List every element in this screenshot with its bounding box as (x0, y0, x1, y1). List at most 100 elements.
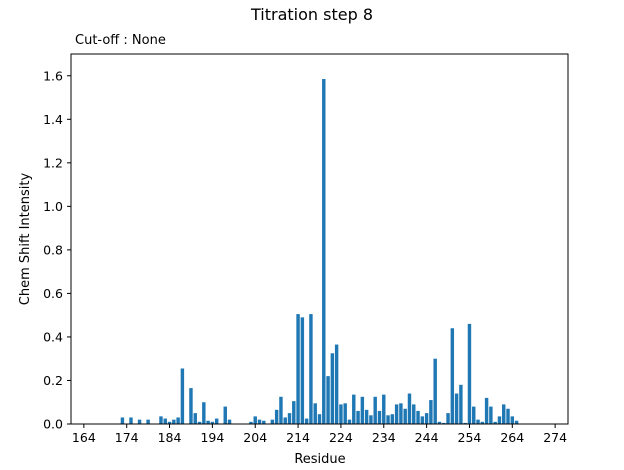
bar-residue-192 (202, 402, 206, 424)
x-tick-label: 194 (200, 430, 224, 445)
bars-group (120, 79, 519, 424)
bar-residue-228 (356, 410, 360, 424)
bar-residue-204 (253, 416, 257, 424)
bar-residue-179 (146, 419, 150, 424)
bar-residue-205 (257, 419, 262, 424)
bar-residue-193 (206, 420, 210, 424)
bar-residue-175 (129, 417, 133, 424)
bar-residue-251 (454, 393, 459, 424)
x-tick-label: 214 (286, 430, 310, 445)
bar-residue-182 (159, 416, 163, 424)
bar-residue-186 (176, 417, 180, 424)
chart-subtitle: Cut-off : None (75, 33, 166, 48)
bar-residue-233 (377, 410, 382, 424)
x-tick-label: 254 (458, 430, 482, 445)
y-tick-label: 1.2 (43, 155, 63, 170)
bar-residue-191 (197, 421, 202, 424)
bar-residue-230 (364, 409, 369, 424)
x-tick-label: 244 (415, 430, 439, 445)
bar-residue-259 (489, 406, 493, 424)
bar-residue-183 (163, 418, 167, 424)
bar-residue-234 (382, 394, 386, 424)
y-tick-label: 1.6 (43, 68, 63, 83)
y-tick-label: 0.2 (43, 373, 63, 388)
bar-residue-245 (429, 400, 433, 424)
bar-residue-238 (399, 403, 403, 424)
x-tick-label: 204 (243, 430, 267, 445)
bar-residue-235 (386, 415, 390, 424)
bar-residue-216 (304, 418, 309, 424)
y-tick-label: 0.6 (43, 286, 63, 301)
bar-residue-222 (330, 353, 335, 424)
x-tick-label: 234 (372, 430, 396, 445)
bar-residue-237 (394, 404, 399, 424)
x-axis-title: Residue (294, 452, 345, 467)
x-tick-label: 184 (158, 430, 182, 445)
bar-residue-225 (343, 403, 347, 424)
bar-residue-213 (292, 401, 296, 424)
bar-residue-242 (416, 410, 420, 424)
bar-residue-220 (322, 79, 326, 424)
bar-residue-258 (484, 397, 489, 424)
bar-residue-189 (189, 388, 193, 424)
x-tick-label: 224 (329, 430, 353, 445)
bar-residue-260 (493, 421, 497, 424)
bar-residue-231 (369, 415, 373, 424)
bar-residue-246 (433, 358, 437, 424)
y-tick-label: 1.4 (43, 112, 63, 127)
bar-residue-252 (459, 384, 463, 424)
bar-residue-215 (300, 317, 305, 424)
bar-residue-224 (339, 404, 343, 424)
bar-residue-250 (450, 328, 455, 424)
bar-residue-254 (467, 323, 472, 424)
bar-residue-263 (506, 408, 510, 424)
x-tick-label: 164 (72, 430, 96, 445)
bar-residue-261 (497, 416, 502, 424)
bar-residue-226 (347, 419, 352, 424)
bar-residue-265 (514, 420, 519, 424)
y-tick-label: 0.8 (43, 242, 63, 257)
bar-residue-218 (313, 403, 317, 424)
bar-residue-264 (510, 416, 515, 424)
x-tick-label: 264 (500, 430, 524, 445)
bar-residue-177 (137, 419, 142, 424)
bar-residue-223 (334, 344, 339, 424)
bar-residue-209 (274, 409, 279, 424)
bar-residue-214 (296, 314, 300, 424)
bar-residue-249 (446, 413, 450, 424)
bar-residue-227 (352, 394, 356, 424)
bar-residue-184 (167, 421, 172, 424)
bar-residue-247 (437, 421, 442, 424)
x-tick-label: 274 (543, 430, 567, 445)
plot-frame (70, 53, 569, 425)
y-tick-label: 1.0 (43, 199, 63, 214)
bar-residue-206 (262, 420, 266, 424)
bar-residue-257 (480, 421, 485, 424)
bar-residue-255 (472, 406, 476, 424)
bar-residue-232 (373, 396, 377, 424)
bar-residue-229 (360, 396, 365, 424)
bar-residue-187 (180, 368, 185, 424)
bar-residue-208 (270, 419, 275, 424)
bar-residue-173 (120, 417, 125, 424)
x-tick-label: 174 (115, 430, 139, 445)
bar-residue-241 (412, 404, 416, 424)
bar-residue-262 (502, 404, 506, 424)
y-axis-title: Chem Shift Intensity (18, 173, 33, 306)
bar-residue-194 (210, 421, 215, 424)
y-tick-label: 0.0 (43, 417, 63, 432)
bar-residue-212 (287, 413, 292, 424)
bar-residue-203 (249, 421, 253, 424)
bar-residue-210 (279, 396, 283, 424)
bar-residue-195 (214, 418, 219, 424)
bar-residue-236 (390, 414, 395, 424)
chart-title: Titration step 8 (250, 5, 373, 24)
bar-residue-197 (223, 406, 227, 424)
bar-residue-244 (424, 413, 429, 424)
bar-residue-221 (326, 376, 330, 424)
bar-residue-198 (227, 419, 232, 424)
bar-residue-211 (283, 417, 287, 424)
bar-residue-217 (309, 314, 313, 424)
bar-residue-248 (442, 422, 446, 424)
